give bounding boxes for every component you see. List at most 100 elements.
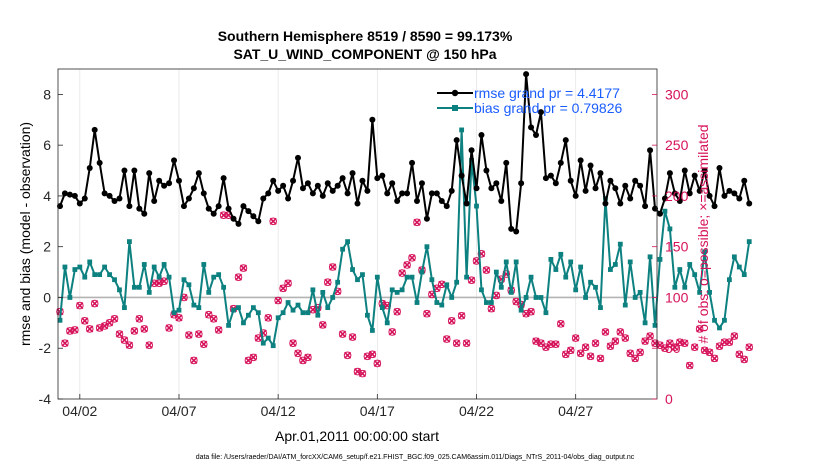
rmse-point [66,191,73,198]
rmse-point [458,172,465,179]
obs-assimilated-point [740,355,748,363]
x-tick-label: 04/27 [558,403,593,419]
y-left-tick-label: 0 [43,289,51,305]
bias-point [593,284,598,290]
rmse-point [404,190,411,197]
obs-assimilated-point [487,305,495,313]
bias-point [250,305,256,311]
rmse-point [414,198,421,204]
rmse-point [656,210,663,217]
bias-point [449,295,455,300]
rmse-point [448,187,455,194]
obs-assimilated-point [274,296,282,305]
rmse-point [81,195,88,202]
bias-point [211,274,217,280]
rmse-point [126,203,133,210]
rmse-point [652,205,659,212]
bias-point [731,254,737,260]
bias-point [77,264,83,270]
y-right-tick-label: 300 [665,86,689,102]
x-tick-label: 04/07 [161,403,196,419]
bias-point [662,208,668,214]
chart-title-line2: SAT_U_WIND_COMPONENT @ 150 hPa [233,46,496,62]
bias-point [340,246,346,252]
rmse-point [557,159,564,166]
obs-assimilated-point [294,349,302,357]
bias-point [637,289,643,295]
bias-point [533,295,539,300]
bias-point [479,287,484,293]
legend-bias-marker [452,105,458,111]
rmse-point [230,215,237,222]
rmse-point [260,195,267,202]
rmse-point [235,220,242,227]
rmse-point [637,182,644,189]
obs-assimilated-point [76,302,84,310]
bias-point [429,277,435,283]
x-tick-label: 04/12 [261,403,296,419]
obs-possible-point [631,354,639,363]
obs-possible-point [576,349,585,358]
rmse-point [86,165,93,171]
rmse-point [280,182,287,189]
obs-possible-point [581,343,590,352]
rmse-point [741,177,748,184]
obs-assimilated-point [492,291,500,299]
obs-possible-point [204,310,213,319]
rmse-point [166,180,173,187]
bias-point [439,302,445,308]
obs-possible-point [740,355,749,364]
rmse-point [661,195,668,202]
bias-point [672,284,678,290]
y-right-tick-label: 200 [665,188,689,204]
rmse-point [622,182,629,189]
obs-possible-point [323,278,332,287]
rmse-point [349,170,356,177]
rmse-point [612,185,619,192]
obs-assimilated-point [482,266,490,274]
bias-point [156,274,162,280]
obs-possible-point [487,304,496,313]
rmse-point [731,190,738,197]
obs-assimilated-point [145,341,153,349]
bias-point [379,305,385,311]
rmse-point [339,175,346,182]
rmse-point [215,203,222,210]
rmse-point [270,177,277,184]
obs-assimilated-point [552,340,560,348]
rmse-point [161,182,168,189]
rmse-series [56,71,753,235]
obs-possible-point [328,263,337,271]
obs-assimilated-point [527,308,535,316]
obs-assimilated-point [175,314,183,322]
obs-possible-point [120,336,129,344]
rmse-point [498,198,505,204]
obs-possible-point [616,328,625,336]
obs-possible-point [61,339,69,347]
bias-point [310,287,316,293]
obs-possible-point [80,317,89,325]
obs-assimilated-point [329,263,337,271]
rmse-point [156,177,163,184]
rmse-point [587,162,594,169]
bias-point [141,262,147,267]
bias-point [151,264,157,270]
y-axis-right-label: # of obs: o=possible; ×=assimilated [695,124,711,343]
obs-assimilated-point [735,350,743,358]
obs-assimilated-point [249,353,257,361]
obs-possible-point [571,334,580,342]
y-left-tick-label: -4 [39,391,52,407]
bias-point [82,274,88,280]
obs-assimilated-point [135,315,143,323]
bias-point [305,310,311,316]
y-left-tick-label: -2 [39,340,52,356]
obs-possible-point [423,309,431,318]
obs-possible-point [447,317,456,325]
plot-frame [57,68,658,400]
obs-assimilated-point [413,218,421,226]
obs-possible-point [234,273,243,281]
bias-point [384,320,390,326]
obs-possible-point [586,352,595,361]
obs-possible-point [403,261,411,269]
rmse-point [185,195,192,202]
